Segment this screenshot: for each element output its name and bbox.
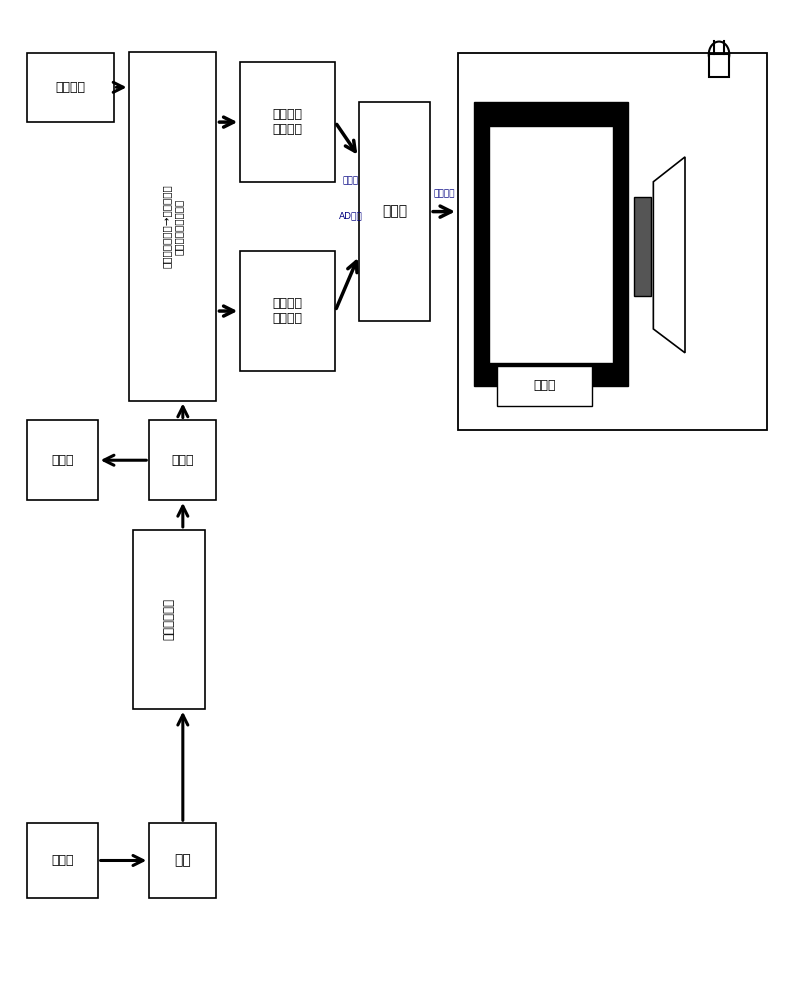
Bar [26,420,98,500]
Bar [240,62,336,182]
Text: 数据传输: 数据传输 [434,189,455,198]
Text: 计算机: 计算机 [534,379,556,392]
Text: 阳极光电
流测试仪: 阳极光电 流测试仪 [273,108,303,136]
Text: AD控制: AD控制 [340,212,363,221]
Bar [473,102,628,386]
Bar [149,420,217,500]
Bar [457,52,767,430]
Text: 工控机: 工控机 [382,205,407,219]
Text: 高压电源: 高压电源 [55,81,85,94]
Text: 阴极光电
流测试仪: 阴极光电 流测试仪 [273,297,303,325]
Bar [149,823,217,898]
Text: 组合滤光片组: 组合滤光片组 [163,598,175,640]
Bar [26,52,114,122]
Text: 口控制: 口控制 [343,177,359,186]
Bar [133,530,205,709]
Text: 测试暗筱（光闸→双片级联微
通道板光电信增管）: 测试暗筱（光闸→双片级联微 通道板光电信增管） [162,185,184,268]
Bar [489,126,613,363]
Text: 光源: 光源 [175,853,191,867]
Polygon shape [654,157,685,353]
Bar [129,52,217,401]
Text: 恒流源: 恒流源 [51,854,73,867]
Text: 照度计: 照度计 [51,454,73,467]
Bar [240,251,336,371]
Bar [709,54,729,77]
Text: 积分球: 积分球 [171,454,194,467]
Bar [497,366,592,406]
Bar [26,823,98,898]
Bar [634,197,651,296]
Bar [359,102,430,321]
